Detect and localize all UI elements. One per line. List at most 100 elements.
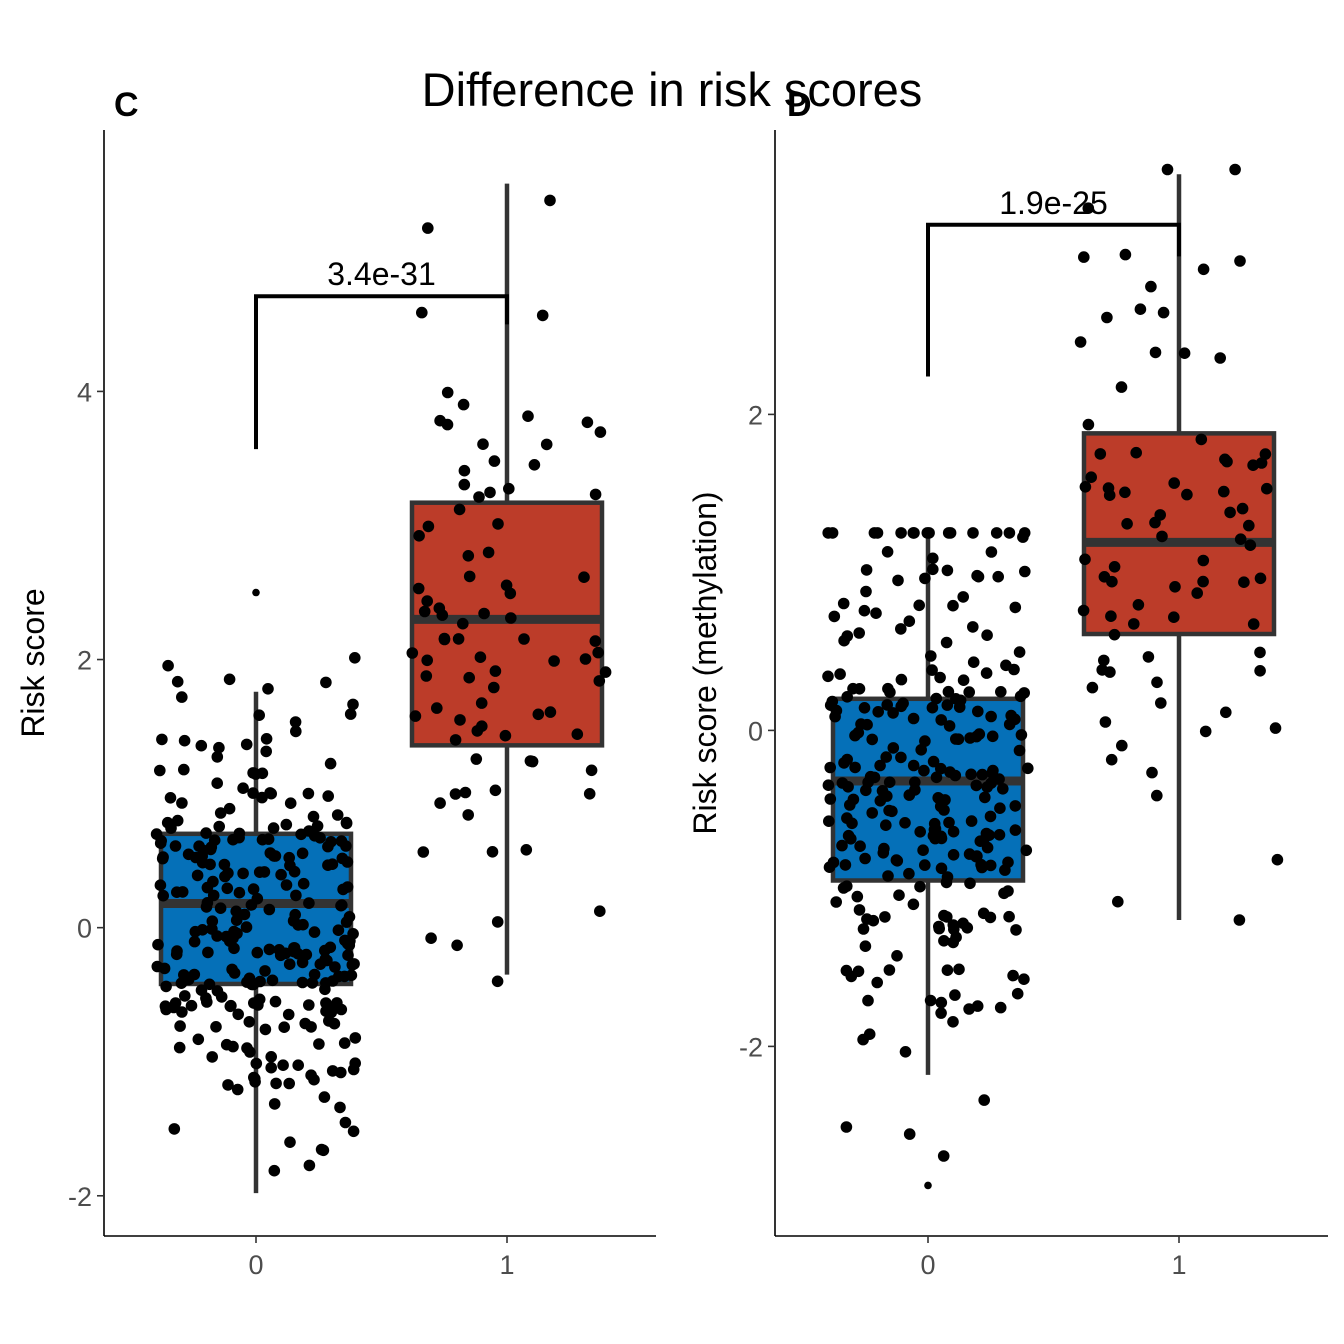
jitter-point (935, 996, 948, 1009)
jitter-point (976, 861, 988, 874)
jitter-point (463, 570, 476, 583)
jitter-point (1074, 336, 1087, 348)
jitter-point (953, 701, 966, 713)
jitter-point (303, 999, 315, 1011)
jitter-point (203, 978, 216, 991)
jitter-point (1168, 477, 1180, 489)
jitter-point (452, 633, 465, 645)
jitter-point (1105, 753, 1118, 766)
jitter-point (303, 897, 315, 909)
jitter-point (859, 940, 872, 952)
jitter-point (965, 768, 977, 781)
jitter-point (915, 744, 927, 756)
significance-bracket (254, 294, 509, 450)
jitter-point (154, 879, 167, 891)
jitter-point (1003, 910, 1015, 923)
jitter-point (942, 685, 955, 698)
jitter-point (881, 699, 893, 711)
jitter-point (347, 1125, 360, 1138)
jitter-point (540, 438, 553, 451)
jitter-point (544, 194, 556, 207)
jitter-point (935, 714, 947, 726)
jitter-point (338, 1037, 351, 1049)
jitter-point (227, 833, 239, 846)
jitter-point (266, 974, 279, 987)
jitter-point (952, 733, 965, 745)
jitter-point (156, 852, 169, 865)
jitter-point (872, 706, 884, 718)
jitter-point (935, 830, 947, 843)
y-axis-title: Risk score (methylation) (687, 491, 723, 834)
jitter-point (548, 655, 560, 667)
jitter-point (1234, 533, 1247, 545)
jitter-point (303, 1159, 316, 1172)
jitter-point (1236, 502, 1249, 515)
jitter-point (895, 527, 907, 539)
jitter-point (578, 571, 590, 583)
jitter-point (486, 846, 499, 858)
jitter-point (941, 699, 954, 711)
jitter-point (210, 1021, 222, 1033)
jitter-point (1019, 565, 1031, 578)
jitter-point (311, 820, 324, 832)
jitter-point (919, 859, 931, 871)
jitter-point (1102, 482, 1115, 494)
jitter-point (824, 793, 837, 805)
jitter-point (1214, 352, 1226, 364)
jitter-point (1096, 664, 1108, 676)
jitter-point (943, 720, 956, 732)
jitter-point (231, 1083, 244, 1096)
jitter-point (422, 222, 434, 234)
jitter-point (1244, 539, 1257, 551)
jitter-point (1197, 575, 1209, 588)
jitter-point (880, 751, 892, 763)
jitter-point (219, 870, 231, 883)
jitter-point (846, 817, 858, 830)
jitter-point (1098, 571, 1111, 583)
jitter-point (473, 491, 485, 503)
x-tick-label: 0 (920, 1250, 935, 1280)
jitter-point (594, 426, 607, 438)
jitter-point (321, 954, 333, 967)
jitter-point (182, 848, 195, 861)
jitter-point (1178, 347, 1191, 360)
jitter-point (947, 825, 960, 838)
jitter-point (489, 665, 502, 677)
jitter-point (157, 889, 169, 902)
jitter-point (195, 739, 208, 752)
jitter-point (211, 985, 224, 997)
jitter-point (851, 890, 864, 903)
jitter-point (877, 847, 890, 859)
jitter-point (853, 627, 865, 639)
jitter-point (941, 911, 953, 923)
jitter-point (256, 833, 269, 846)
jitter-point (457, 617, 469, 630)
jitter-point (223, 802, 236, 815)
jitter-point (1243, 519, 1255, 532)
jitter-point (482, 546, 495, 559)
jitter-point (267, 822, 280, 834)
jitter-point (860, 585, 872, 598)
jitter-point (434, 797, 446, 809)
jitter-point (303, 825, 315, 837)
jitter-point (1010, 924, 1022, 936)
jitter-point (907, 712, 920, 725)
jitter-point (241, 976, 253, 988)
jitter-point (887, 742, 900, 754)
jitter-point (233, 886, 246, 899)
jitter-point (930, 692, 943, 705)
jitter-point (189, 925, 202, 938)
jitter-point (214, 807, 227, 819)
jitter-point (881, 546, 894, 558)
jitter-point (1191, 587, 1203, 599)
y-tick-label: 0 (748, 716, 763, 746)
jitter-point (927, 552, 939, 565)
jitter-point (322, 790, 335, 802)
jitter-point (907, 898, 920, 911)
jitter-point (940, 636, 953, 649)
panel-c: C -2 0 2 4 0 1 Risk score 3.4e-31 (15, 86, 656, 1280)
jitter-point (275, 868, 287, 881)
jitter-point (886, 805, 898, 818)
jitter-point (571, 728, 584, 740)
jitter-point (518, 633, 530, 645)
